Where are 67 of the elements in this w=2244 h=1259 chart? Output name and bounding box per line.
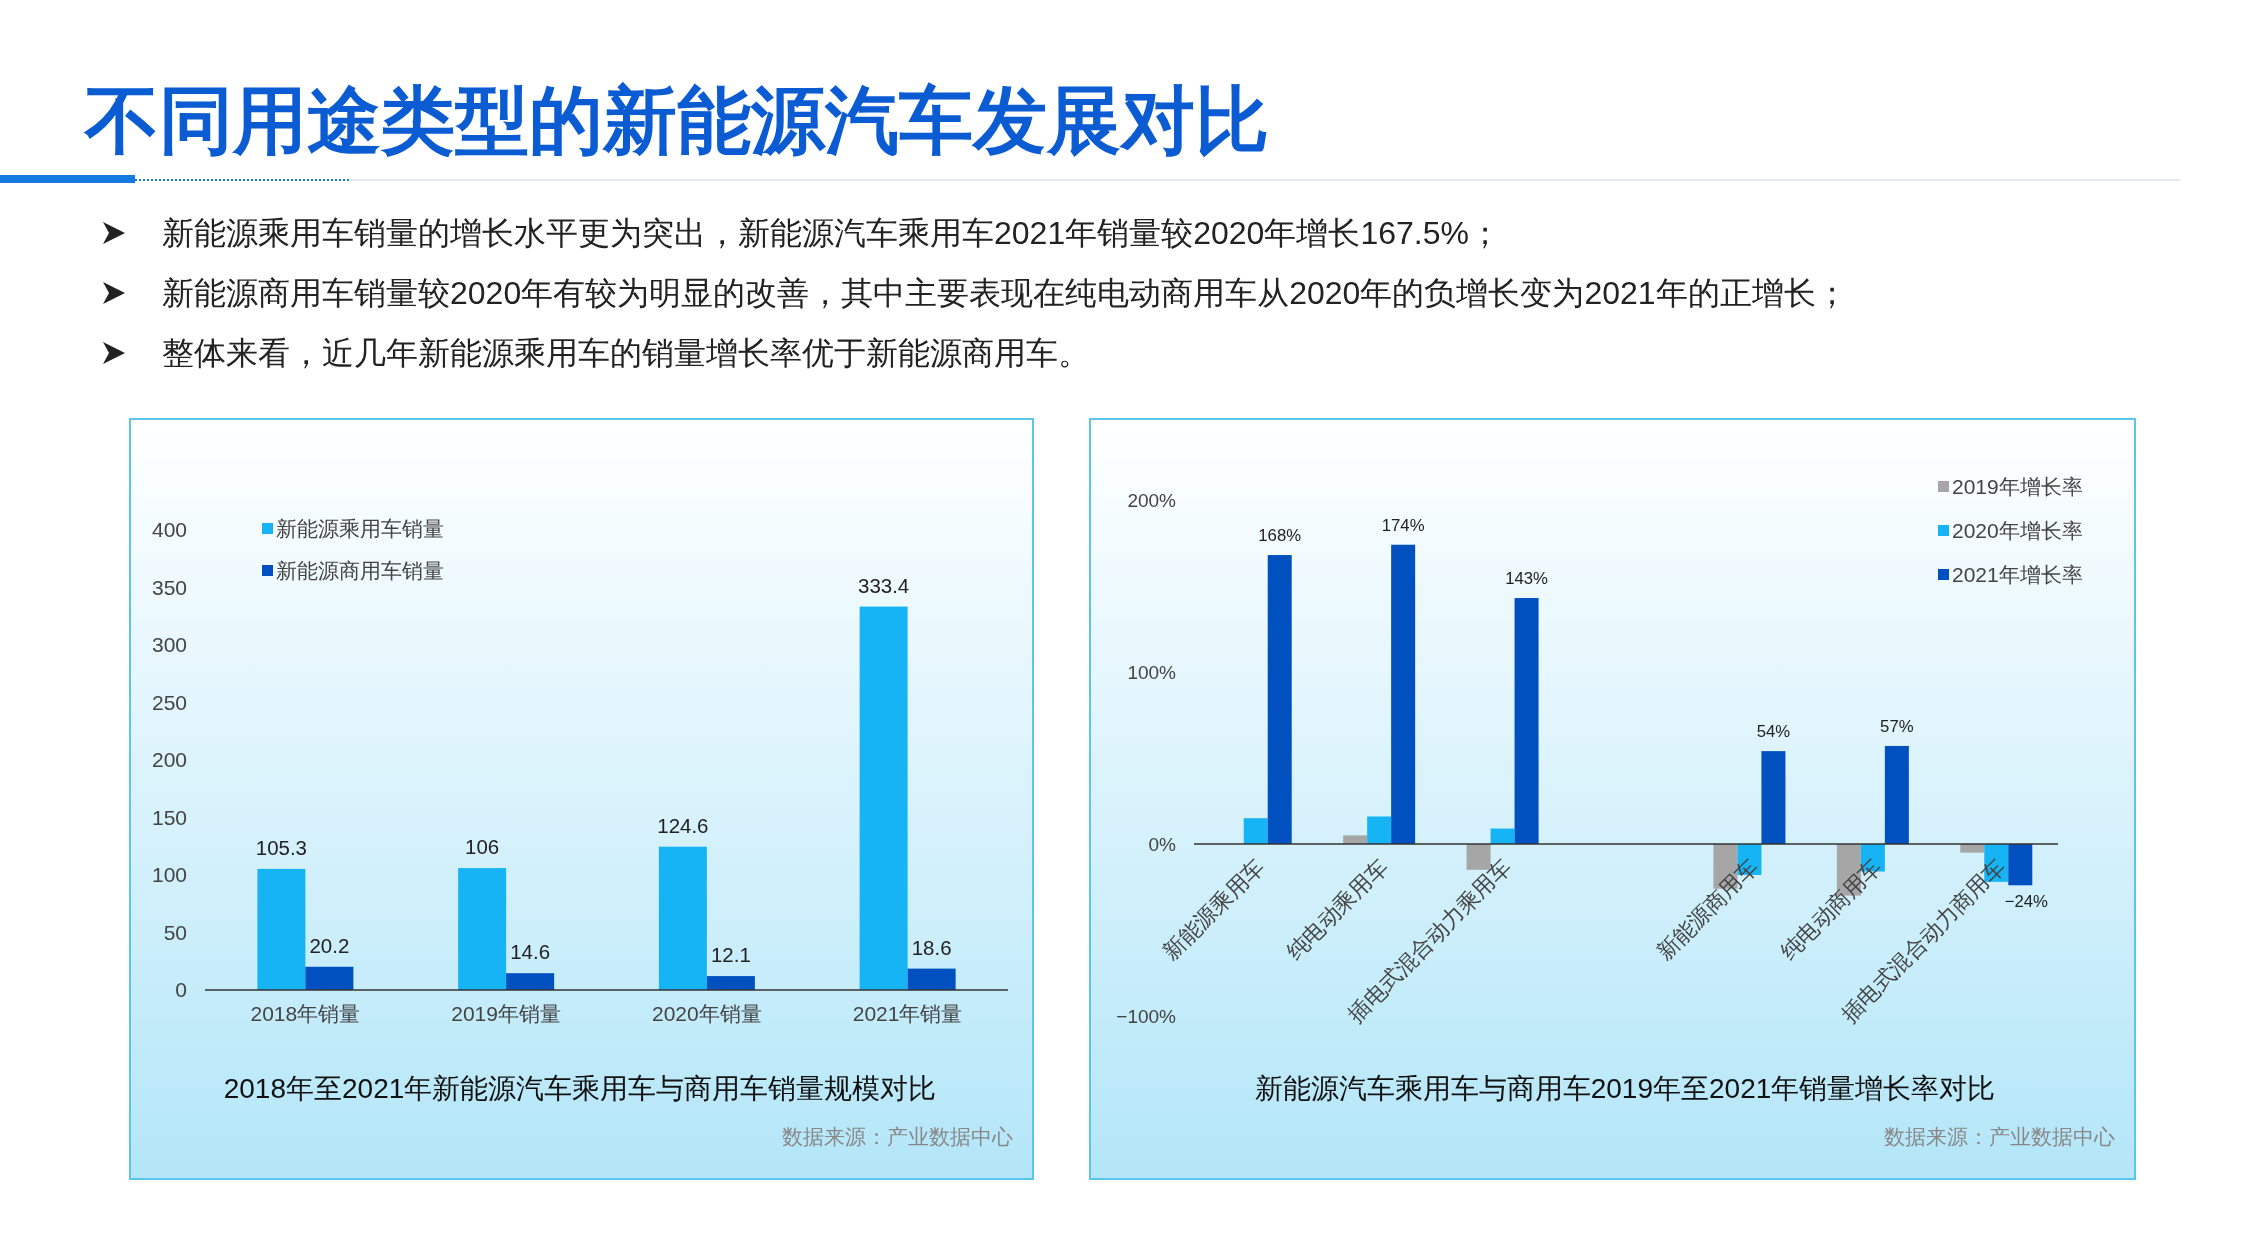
bar <box>1267 555 1292 844</box>
x-tick-label: 2019年销量 <box>451 1002 561 1025</box>
text: 整体来看，近几年新能源乘用车的销量增长率优于新能源商用车。 <box>162 335 1090 371</box>
y-tick-label: 0% <box>1148 834 1177 855</box>
data-label: 124.6 <box>657 813 709 837</box>
y-tick-label: 50 <box>163 920 187 944</box>
y-tick-label: 250 <box>151 690 187 714</box>
source-note: 数据来源：产业数据中心 <box>1884 1125 2115 1148</box>
x-tick-label: 纯电动乘用车 <box>1281 853 1393 965</box>
data-label: 18.6 <box>911 935 952 959</box>
bar <box>1884 745 1909 844</box>
bar <box>859 606 908 990</box>
bar <box>1343 835 1368 844</box>
y-tick-label: 100% <box>1127 662 1177 683</box>
bar <box>458 868 507 990</box>
data-label: 20.2 <box>309 933 350 957</box>
legend-label: 新能源乘用车销量 <box>276 517 444 540</box>
x-tick-label: 2021年销量 <box>852 1002 963 1025</box>
bar <box>506 973 555 990</box>
data-label: 333.4 <box>858 573 910 597</box>
bar <box>1391 544 1416 844</box>
data-label: 57% <box>1880 716 1914 736</box>
bar <box>658 846 707 990</box>
bar <box>706 976 755 990</box>
data-label: 105.3 <box>255 835 307 859</box>
text: 新能源商用车销量较2020年有较为明显的改善，其中主要表现在纯电动商用车从2020年的负增长变为2021年的正增长； <box>162 275 1848 311</box>
bar <box>305 966 354 990</box>
bar <box>1243 818 1268 844</box>
y-tick-label: 200% <box>1127 490 1177 511</box>
y-tick-label: 350 <box>151 575 187 599</box>
y-tick-label: 400 <box>151 518 187 541</box>
data-label: 14.6 <box>510 940 551 964</box>
x-tick-label: 新能源商用车 <box>1651 853 1763 965</box>
bar <box>1960 844 1985 853</box>
bar <box>1490 828 1515 844</box>
source-note: 数据来源：产业数据中心 <box>782 1125 1013 1148</box>
y-tick-label: 300 <box>151 633 187 656</box>
x-tick-label: 2018年销量 <box>250 1002 361 1025</box>
data-label: −24% <box>2004 892 2049 912</box>
data-label: 143% <box>1505 569 1549 589</box>
data-label: 168% <box>1258 526 1302 546</box>
bar <box>257 868 306 990</box>
data-label: 54% <box>1756 722 1791 742</box>
x-tick-label: 新能源乘用车 <box>1158 853 1270 965</box>
text: 新能源汽车乘用车与商用车2019年至2021年销量增长率对比 <box>1254 1073 1996 1104</box>
y-tick-label: 200 <box>151 748 187 771</box>
legend-label: 2019年增长率 <box>1952 475 2083 498</box>
y-tick-label: 0 <box>175 978 187 1001</box>
bar <box>1761 751 1786 844</box>
x-tick-label: 2020年销量 <box>652 1002 762 1025</box>
legend-label: 新能源商用车销量 <box>276 559 444 582</box>
bar <box>1367 816 1392 844</box>
bar <box>1514 598 1539 844</box>
text: 新能源乘用车销量的增长水平更为突出，新能源汽车乘用车2021年销量较2020年增长167.5%； <box>162 215 1501 251</box>
y-tick-label: −100% <box>1116 1006 1177 1027</box>
data-label: 12.1 <box>710 943 751 967</box>
bar <box>907 968 956 990</box>
data-label: 106 <box>465 835 500 859</box>
text: 不同用途类型的新能源汽车发展对比 <box>83 79 1269 162</box>
data-label: 174% <box>1381 515 1425 535</box>
x-tick-label: 纯电动商用车 <box>1775 853 1887 965</box>
bar <box>2008 844 2033 886</box>
text: 2018年至2021年新能源汽车乘用车与商用车销量规模对比 <box>223 1073 937 1104</box>
y-tick-label: 100 <box>151 863 187 886</box>
legend-label: 2020年增长率 <box>1952 519 2083 542</box>
legend-label: 2021年增长率 <box>1952 563 2083 586</box>
y-tick-label: 150 <box>151 805 187 829</box>
